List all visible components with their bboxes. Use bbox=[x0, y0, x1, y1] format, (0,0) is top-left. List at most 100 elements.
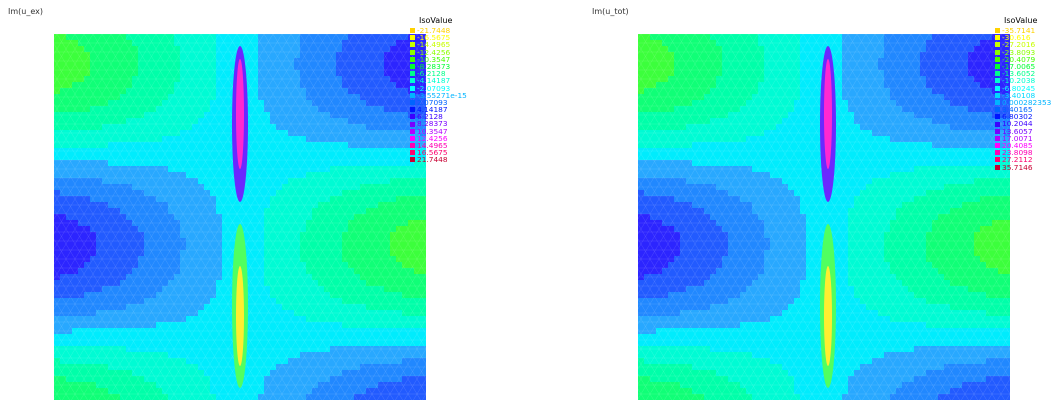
legend-value: -30.616 bbox=[1002, 33, 1031, 43]
legend-item: -2.07093 bbox=[410, 84, 467, 92]
legend-item: 10.2044 bbox=[995, 119, 1051, 129]
legend-value: -6.80245 bbox=[1002, 83, 1036, 93]
legend-value: 17.0071 bbox=[1002, 133, 1033, 143]
legend-value: -20.4079 bbox=[1002, 54, 1036, 64]
legend-value: 0.000282353 bbox=[1002, 97, 1051, 107]
legend-swatch bbox=[995, 35, 1000, 41]
legend-swatch bbox=[410, 143, 415, 149]
legend-swatch bbox=[410, 42, 415, 48]
legend-item: 35.7146 bbox=[995, 162, 1051, 172]
legend-item: -20.4079 bbox=[995, 54, 1051, 64]
legend-item: 17.0071 bbox=[995, 135, 1051, 142]
legend-swatch bbox=[410, 92, 415, 98]
legend-swatch bbox=[410, 85, 415, 91]
legend-value: -4.14187 bbox=[417, 76, 451, 86]
legend-value: 20.4085 bbox=[1002, 141, 1033, 150]
legend-swatch bbox=[410, 114, 415, 120]
legend-item: 14.4965 bbox=[410, 142, 467, 149]
legend-value: 35.7146 bbox=[1002, 162, 1033, 172]
legend-item: -8.28373 bbox=[410, 63, 467, 70]
legend-value: 16.5675 bbox=[417, 148, 448, 158]
legend-value: -3.55271e-15 bbox=[417, 90, 467, 100]
legend-swatch bbox=[410, 35, 415, 41]
legend-item: 8.28373 bbox=[410, 119, 467, 129]
legend-value: -27.2016 bbox=[1002, 40, 1036, 50]
legend-list: -35.7141 -30.616 -27.2016 -23.8093 -20.4079-… bbox=[995, 27, 1051, 171]
legend-item: 16.5675 bbox=[410, 149, 467, 156]
legend-item: -30.616 bbox=[995, 34, 1051, 41]
legend-item: -4.14187 bbox=[410, 76, 467, 86]
legend-swatch bbox=[995, 42, 1000, 48]
legend-item: -14.4965 bbox=[410, 40, 467, 50]
legend-value: 10.3547 bbox=[417, 126, 448, 136]
legend-value: 2.07093 bbox=[417, 97, 448, 107]
legend-item: 6.2128 bbox=[410, 112, 467, 122]
legend-value: -16.5675 bbox=[417, 33, 451, 43]
legend-swatch bbox=[410, 78, 415, 84]
legend-item: -23.8093 bbox=[995, 47, 1051, 57]
legend-item: -6.2128 bbox=[410, 70, 467, 77]
legend-value: 8.28373 bbox=[417, 119, 448, 129]
legend-value: 6.80302 bbox=[1002, 112, 1033, 122]
panel-im-u-ex: Im(u_ex) IsoValue -21.7448 -16.5675 -14.49… bbox=[0, 0, 525, 400]
legend-value: 27.2112 bbox=[1002, 155, 1033, 165]
legend-swatch bbox=[995, 121, 1000, 127]
legend-item: 23.8098 bbox=[995, 149, 1051, 156]
legend-item: -35.7141 bbox=[995, 27, 1051, 34]
legend-swatch bbox=[410, 135, 415, 141]
legend-value: -3.40108 bbox=[1002, 90, 1036, 100]
legend-item: -13.6052 bbox=[995, 70, 1051, 77]
legend-swatch bbox=[995, 78, 1000, 84]
legend-swatch bbox=[995, 71, 1000, 77]
legend-swatch bbox=[995, 28, 1000, 34]
legend-swatch bbox=[995, 85, 1000, 91]
legend-swatch bbox=[410, 99, 415, 105]
legend-value: -12.4256 bbox=[417, 47, 451, 57]
legend-item: -17.0065 bbox=[995, 63, 1051, 70]
legend-value: -13.6052 bbox=[1002, 69, 1036, 79]
legend-value: -6.2128 bbox=[417, 69, 446, 79]
legend-value: 14.4965 bbox=[417, 141, 448, 150]
contour-plot bbox=[638, 34, 1010, 400]
legend-swatch bbox=[410, 56, 415, 62]
legend-value: -21.7448 bbox=[417, 26, 451, 35]
legend-item: -10.3547 bbox=[410, 55, 467, 63]
legend-item: -27.2016 bbox=[995, 40, 1051, 50]
legend-swatch bbox=[995, 49, 1000, 55]
legend-swatch bbox=[995, 164, 1000, 170]
legend-swatch bbox=[995, 107, 1000, 113]
legend-item: -6.80245 bbox=[995, 83, 1051, 93]
legend-swatch bbox=[995, 128, 1000, 134]
legend-value: -10.2038 bbox=[1002, 76, 1036, 86]
legend-item: 3.40165 bbox=[995, 106, 1051, 113]
legend-item: -12.4256 bbox=[410, 47, 467, 57]
legend-swatch bbox=[995, 150, 1000, 156]
legend-item: 27.2112 bbox=[995, 155, 1051, 165]
legend-title: IsoValue bbox=[1004, 16, 1038, 25]
legend-value: 6.2128 bbox=[417, 112, 443, 122]
legend-item: 0.000282353 bbox=[995, 99, 1051, 106]
legend-swatch bbox=[995, 56, 1000, 62]
legend-swatch bbox=[410, 121, 415, 127]
legend-swatch bbox=[410, 71, 415, 77]
legend-item: 21.7448 bbox=[410, 156, 467, 164]
legend-value: 10.2044 bbox=[1002, 119, 1033, 129]
legend-value: -23.8093 bbox=[1002, 47, 1036, 57]
legend-swatch bbox=[410, 157, 415, 163]
legend-value: -14.4965 bbox=[417, 40, 451, 50]
legend-swatch bbox=[995, 143, 1000, 149]
plot-title: Im(u_ex) bbox=[8, 7, 43, 16]
legend-item: -10.2038 bbox=[995, 76, 1051, 86]
legend-item: 12.4256 bbox=[410, 135, 467, 142]
legend-item: 6.80302 bbox=[995, 112, 1051, 122]
legend-value: 23.8098 bbox=[1002, 148, 1033, 158]
legend-swatch bbox=[995, 92, 1000, 98]
legend-value: -17.0065 bbox=[1002, 61, 1036, 71]
legend-item: -3.40108 bbox=[995, 90, 1051, 100]
legend-swatch bbox=[995, 99, 1000, 105]
plot-title: Im(u_tot) bbox=[592, 7, 629, 16]
legend-title: IsoValue bbox=[419, 16, 453, 25]
legend-swatch bbox=[410, 49, 415, 55]
contour-plot bbox=[54, 34, 426, 400]
legend-item: -21.7448 bbox=[410, 27, 467, 34]
